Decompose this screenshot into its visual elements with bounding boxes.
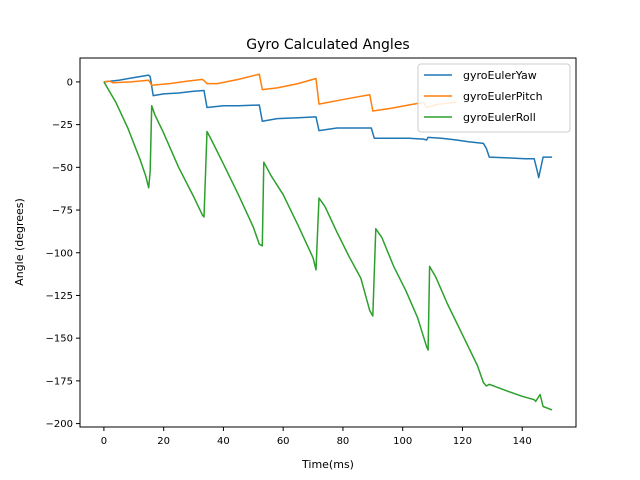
y-tick-label: −150 bbox=[46, 334, 73, 345]
x-tick-label: 120 bbox=[453, 436, 472, 447]
x-axis-title: Time(ms) bbox=[301, 458, 354, 471]
y-tick-label: −50 bbox=[52, 163, 73, 174]
x-tick-label: 140 bbox=[513, 436, 532, 447]
x-tick-label: 60 bbox=[277, 436, 290, 447]
legend-box bbox=[417, 63, 571, 133]
series-layer bbox=[103, 73, 553, 411]
series-line-gyroEulerRoll bbox=[103, 81, 553, 411]
legend-label-gyroEulerPitch: gyroEulerPitch bbox=[463, 90, 543, 103]
legend: gyroEulerYaw gyroEulerPitch gyroEulerRoll bbox=[417, 63, 571, 133]
x-axis: 0 20 40 60 80 100 120 140 bbox=[101, 427, 532, 447]
x-tick-label: 40 bbox=[217, 436, 230, 447]
x-tick-label: 80 bbox=[337, 436, 350, 447]
x-tick-label: 100 bbox=[393, 436, 412, 447]
y-axis: 0 −25 −50 −75 −100 −125 −150 −175 −200 bbox=[46, 77, 80, 430]
y-tick-label: −75 bbox=[52, 206, 73, 217]
y-tick-label: −25 bbox=[52, 120, 73, 131]
y-tick-label: −125 bbox=[46, 291, 73, 302]
legend-label-gyroEulerYaw: gyroEulerYaw bbox=[463, 69, 537, 82]
y-tick-label: −100 bbox=[46, 248, 73, 259]
x-tick-label: 20 bbox=[157, 436, 170, 447]
series-line-gyroEulerPitch bbox=[103, 73, 457, 112]
y-axis-title: Angle (degrees) bbox=[13, 198, 26, 286]
y-tick-label: −175 bbox=[46, 376, 73, 387]
y-tick-label: −200 bbox=[46, 419, 73, 430]
y-tick-label: 0 bbox=[67, 77, 73, 88]
legend-label-gyroEulerRoll: gyroEulerRoll bbox=[463, 111, 536, 124]
chart-title: Gyro Calculated Angles bbox=[246, 37, 409, 53]
series-line-gyroEulerYaw bbox=[103, 74, 553, 179]
x-tick-label: 0 bbox=[101, 436, 107, 447]
plot-frame bbox=[79, 57, 577, 428]
